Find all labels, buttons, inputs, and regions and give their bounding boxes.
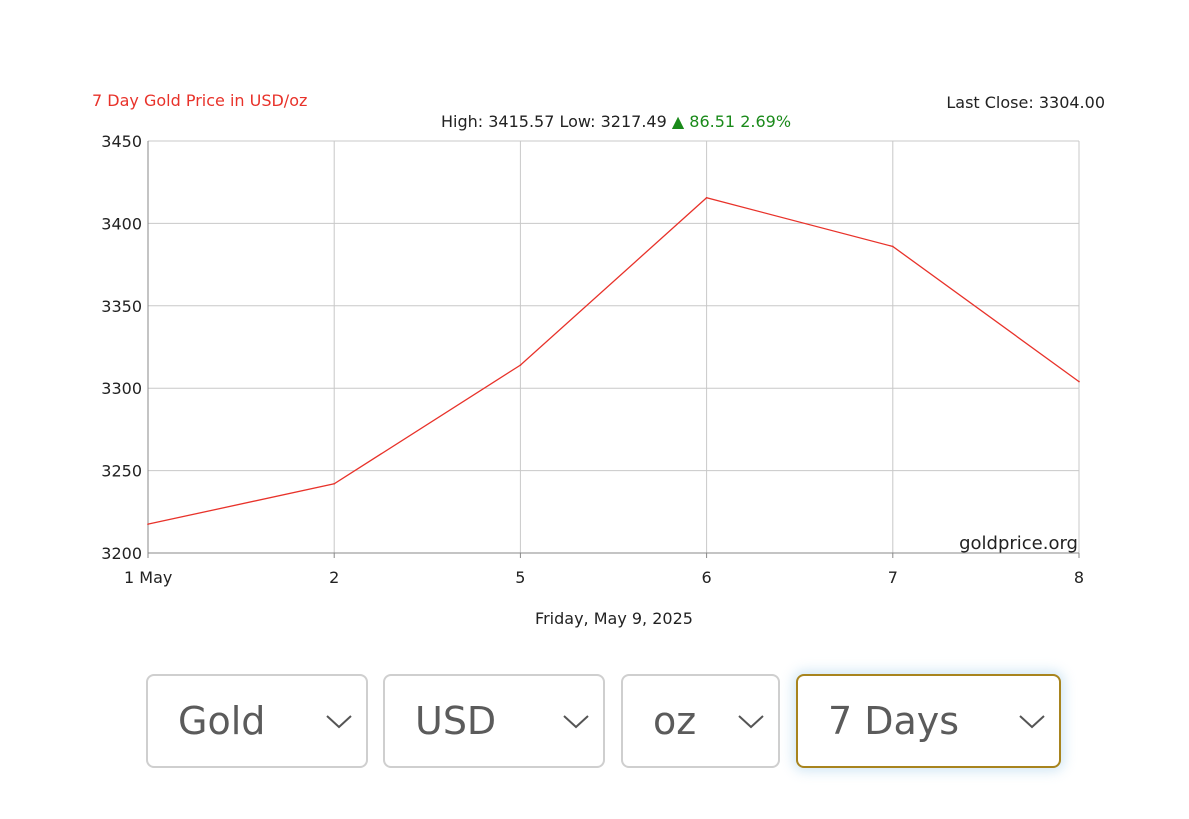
range-select[interactable]: 7 Days bbox=[796, 674, 1061, 768]
x-tick-label: 2 bbox=[329, 568, 339, 587]
y-tick-label: 3400 bbox=[101, 214, 142, 233]
y-tick-label: 3300 bbox=[101, 379, 142, 398]
chart-axes: 3200 3250 3300 3350 3400 3450 1 May 2 5 6 7 8 bbox=[101, 132, 1084, 587]
chart-grid bbox=[147, 140, 1080, 554]
change-percent: 2.69% bbox=[740, 112, 791, 131]
change-up-icon: ▲ bbox=[672, 112, 685, 131]
x-tick-label: 6 bbox=[702, 568, 712, 587]
price-series-line bbox=[147, 197, 1080, 525]
metal-select-value: Gold bbox=[178, 699, 266, 743]
change-value: 86.51 bbox=[689, 112, 735, 131]
chart-series bbox=[147, 196, 1080, 525]
x-tick-label: 7 bbox=[888, 568, 898, 587]
chart-watermark: goldprice.org bbox=[959, 533, 1078, 554]
price-point bbox=[1078, 380, 1080, 383]
currency-select-value: USD bbox=[415, 699, 497, 743]
chevron-down-icon bbox=[738, 715, 764, 729]
price-point bbox=[705, 196, 708, 199]
last-close-text: Last Close: 3304.00 bbox=[946, 93, 1105, 112]
y-tick-label: 3350 bbox=[101, 297, 142, 316]
high-label: High: bbox=[441, 112, 483, 131]
high-low-change-text: High: 3415.57 Low: 3217.49 ▲ 86.51 2.69% bbox=[441, 112, 791, 131]
chart-title: 7 Day Gold Price in USD/oz bbox=[92, 91, 307, 110]
price-chart: 7 Day Gold Price in USD/oz Last Close: 3… bbox=[92, 91, 1105, 628]
price-point bbox=[147, 523, 149, 525]
low-label: Low: bbox=[560, 112, 596, 131]
chevron-down-icon bbox=[563, 715, 589, 729]
currency-select[interactable]: USD bbox=[383, 674, 605, 768]
last-close-value: 3304.00 bbox=[1039, 93, 1105, 112]
x-tick-label: 1 May bbox=[124, 568, 172, 587]
y-tick-label: 3250 bbox=[101, 462, 142, 481]
chart-date-label: Friday, May 9, 2025 bbox=[535, 609, 693, 628]
y-tick-label: 3200 bbox=[101, 544, 142, 563]
unit-select-value: oz bbox=[653, 699, 697, 743]
price-point bbox=[892, 245, 894, 248]
x-tick-label: 5 bbox=[515, 568, 525, 587]
x-tick-label: 8 bbox=[1074, 568, 1084, 587]
high-value: 3415.57 bbox=[488, 112, 554, 131]
last-close-label: Last Close: bbox=[946, 93, 1033, 112]
chevron-down-icon bbox=[1019, 715, 1045, 729]
chevron-down-icon bbox=[326, 715, 352, 729]
unit-select[interactable]: oz bbox=[621, 674, 780, 768]
y-tick-label: 3450 bbox=[101, 132, 142, 151]
range-select-value: 7 Days bbox=[828, 699, 960, 743]
low-value: 3217.49 bbox=[601, 112, 667, 131]
price-point bbox=[519, 364, 522, 366]
price-point bbox=[333, 482, 336, 485]
metal-select[interactable]: Gold bbox=[146, 674, 368, 768]
